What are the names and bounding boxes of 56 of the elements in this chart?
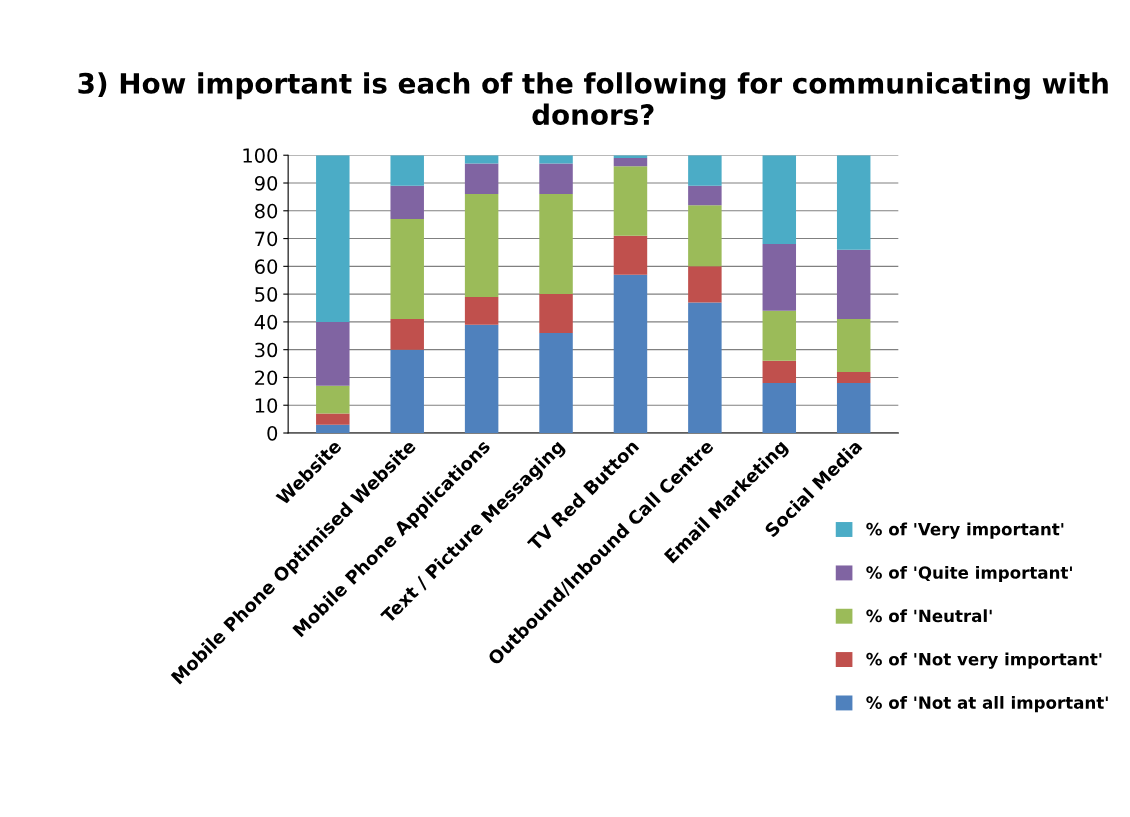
bar	[316, 424, 350, 434]
bar	[464, 155, 499, 164]
y-tick-label: 30	[255, 342, 278, 358]
y-tick-label: 20	[255, 370, 278, 386]
bar	[613, 235, 648, 275]
bar	[539, 294, 573, 334]
y-tick-label: 50	[255, 287, 278, 302]
bar	[390, 185, 424, 220]
y-tick-label: 90	[254, 175, 278, 191]
y-tick-label: 0	[267, 425, 278, 441]
bar	[688, 302, 722, 434]
bar	[464, 296, 499, 325]
bar	[836, 383, 871, 434]
bar	[539, 333, 573, 434]
bar	[390, 155, 424, 186]
bar	[316, 155, 350, 322]
bar	[390, 319, 424, 350]
bar	[762, 383, 797, 434]
legend-label: % of 'Neutral'	[866, 609, 992, 623]
bar	[836, 155, 871, 250]
bar	[539, 155, 573, 164]
legend-label: % of 'Quite important'	[866, 565, 1072, 583]
bar	[539, 163, 573, 195]
y-tick-label: 40	[254, 314, 278, 330]
bar	[688, 185, 722, 206]
y-tick-label: 100	[243, 148, 278, 163]
bar	[688, 155, 722, 186]
bar	[390, 219, 424, 320]
bar	[464, 163, 499, 195]
bar	[613, 158, 648, 167]
bar	[539, 194, 573, 295]
bar	[464, 324, 499, 434]
bar	[762, 310, 797, 361]
y-tick-label: 80	[255, 203, 278, 219]
bar	[688, 266, 722, 303]
bar	[390, 349, 424, 434]
bar	[316, 321, 350, 386]
bar	[316, 413, 350, 425]
bar	[613, 166, 648, 236]
bar	[613, 274, 648, 434]
chart-title: 3) How important is each of the following for communicating with donors?	[78, 72, 1108, 126]
bar	[464, 194, 499, 297]
y-tick-label: 10	[255, 398, 278, 413]
bar	[762, 360, 797, 384]
bar	[316, 385, 350, 414]
y-tick-label: 70	[255, 231, 278, 247]
legend-label: % of 'Not at all important'	[866, 696, 1108, 713]
bar	[688, 205, 722, 267]
bar	[762, 155, 797, 245]
bar	[836, 249, 871, 320]
legend-label: % of 'Not very important'	[866, 652, 1102, 669]
bar	[762, 244, 797, 311]
legend-label: % of 'Very important'	[866, 522, 1064, 539]
y-tick-label: 60	[255, 259, 278, 275]
bar	[836, 371, 871, 384]
bar	[836, 319, 871, 372]
